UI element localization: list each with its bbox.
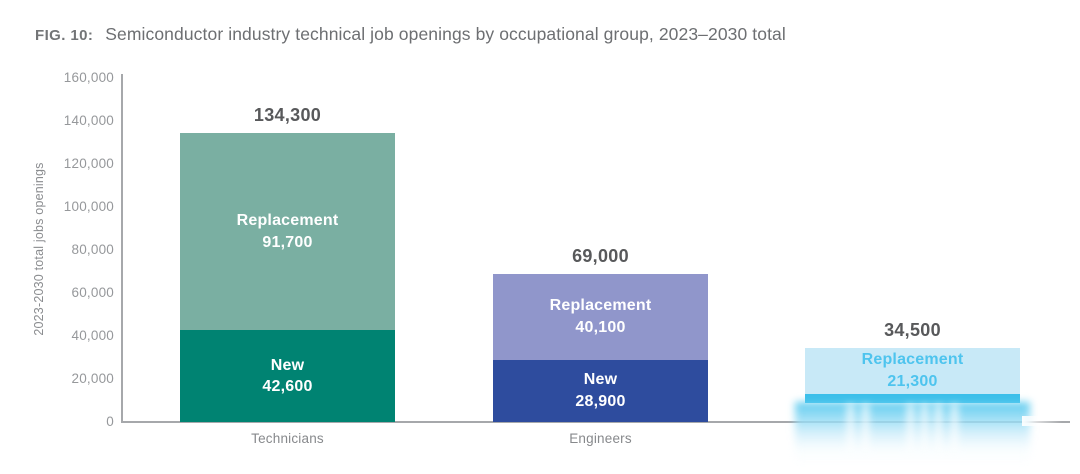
fade-streak [951, 403, 958, 450]
fade-streak [935, 403, 942, 450]
x-category-label: Engineers [569, 431, 632, 446]
bar-total-label: 69,000 [572, 245, 629, 266]
segment-series-label: Replacement [236, 212, 339, 230]
bar-segment-faded-replacement: Replacement 21,300 [805, 347, 1020, 394]
bar-segment-technicians-new: New 42,600 [180, 330, 395, 422]
segment-value-label: 91,700 [262, 233, 313, 251]
bar-segment-engineers-replacement: Replacement 40,100 [493, 273, 708, 360]
y-tick-label: 20,000 [71, 371, 114, 386]
fade-streak [862, 403, 869, 450]
y-tick-label: 0 [106, 414, 114, 429]
segment-series-label: New [270, 356, 305, 374]
y-tick-label: 80,000 [71, 242, 114, 257]
fade-streak [847, 403, 854, 450]
bar-segment-technicians-replacement: Replacement 91,700 [180, 133, 395, 331]
segment-value-label: 21,300 [887, 372, 938, 390]
x-category-label: Technicians [251, 431, 324, 446]
y-tick-label: 100,000 [63, 199, 114, 214]
y-tick-label: 120,000 [63, 156, 114, 171]
segment-series-label: Replacement [549, 297, 652, 315]
fade-streak [907, 403, 914, 450]
bar-segment-faded-new [805, 393, 1020, 403]
axis-fade-overlay [1022, 416, 1062, 426]
segment-series-label: Replacement [861, 351, 964, 369]
y-tick-label: 160,000 [63, 70, 114, 85]
segment-series-label: New [583, 371, 618, 389]
figure-title-row: FIG. 10: Semiconductor industry technical… [35, 24, 786, 45]
fade-streak [921, 403, 928, 450]
x-axis-line [121, 421, 1070, 423]
figure-number-label: FIG. 10: [35, 27, 94, 44]
segment-value-label: 40,100 [575, 318, 626, 336]
bar-total-label: 34,500 [884, 319, 941, 340]
bar-total-label: 134,300 [253, 105, 322, 126]
y-axis-line [121, 74, 123, 423]
bar-segment-engineers-new: New 28,900 [493, 359, 708, 422]
segment-value-label: 28,900 [575, 392, 626, 410]
y-tick-label: 140,000 [63, 113, 114, 128]
y-tick-label: 40,000 [71, 328, 114, 343]
y-tick-label: 60,000 [71, 285, 114, 300]
segment-value-label: 42,600 [262, 378, 313, 396]
bar-segment-fadeout [795, 401, 1030, 464]
figure-title: Semiconductor industry technical job ope… [105, 24, 786, 44]
